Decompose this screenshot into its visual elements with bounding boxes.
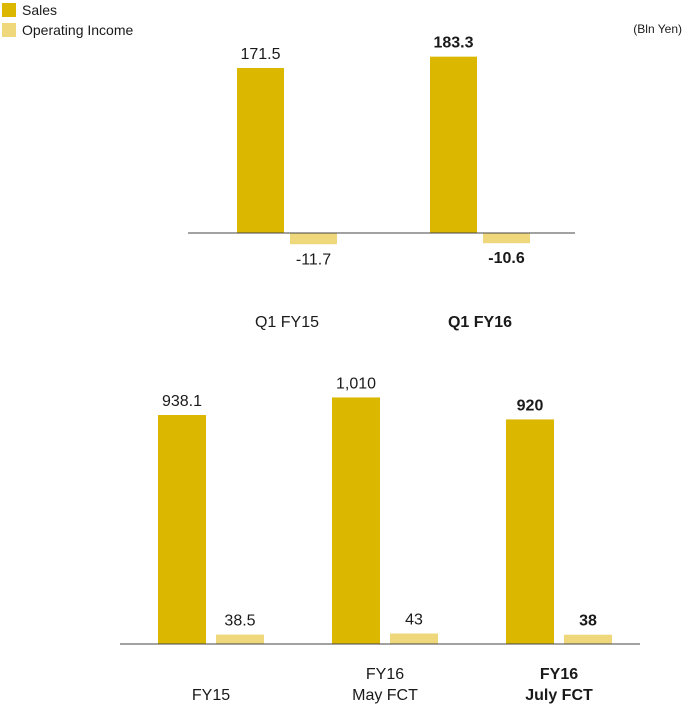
bar-sales-chart1-1 bbox=[237, 68, 284, 233]
data-label-operating-income-chart2-1: 38.5 bbox=[224, 613, 255, 630]
category-label-chart2-2-line2: May FCT bbox=[352, 687, 418, 704]
category-label-chart2-3-line1: FY16 bbox=[540, 666, 578, 683]
category-label-chart2-3-line2: July FCT bbox=[525, 687, 593, 704]
bar-sales-chart2-2 bbox=[332, 397, 380, 644]
data-label-operating-income-chart1-2: -10.6 bbox=[488, 250, 525, 267]
data-label-sales-chart1-1: 171.5 bbox=[240, 46, 280, 63]
bar-sales-chart1-2 bbox=[430, 56, 477, 233]
data-label-operating-income-chart2-3: 38 bbox=[579, 613, 597, 630]
legend-item-operating-income: Operating Income bbox=[0, 20, 133, 40]
data-label-operating-income-chart2-2: 43 bbox=[405, 612, 423, 629]
bar-operating-income-chart2-1 bbox=[216, 634, 264, 644]
bar-sales-chart2-3 bbox=[506, 419, 554, 644]
legend-label-sales: Sales bbox=[22, 2, 58, 18]
bar-operating-income-chart2-3 bbox=[564, 634, 612, 644]
legend: Sales Operating Income bbox=[0, 0, 133, 40]
data-label-sales-chart2-2: 1,010 bbox=[336, 375, 376, 392]
operating-income-swatch bbox=[2, 23, 16, 37]
category-label-chart1-2-line1: Q1 FY16 bbox=[448, 314, 512, 331]
bar-operating-income-chart1-2 bbox=[483, 233, 530, 244]
legend-item-sales: Sales bbox=[0, 0, 133, 20]
bar-sales-chart2-1 bbox=[158, 415, 206, 644]
data-label-operating-income-chart1-1: -11.7 bbox=[296, 251, 331, 268]
legend-label-operating-income: Operating Income bbox=[22, 22, 134, 38]
data-label-sales-chart1-2: 183.3 bbox=[433, 35, 473, 52]
bar-operating-income-chart2-2 bbox=[390, 633, 438, 644]
bar-operating-income-chart1-1 bbox=[290, 233, 337, 245]
data-label-sales-chart2-3: 920 bbox=[517, 397, 544, 414]
unit-note: (Bln Yen) bbox=[633, 22, 682, 36]
category-label-chart1-1-line1: Q1 FY15 bbox=[255, 314, 319, 331]
data-label-sales-chart2-1: 938.1 bbox=[162, 393, 202, 410]
sales-swatch bbox=[2, 3, 16, 17]
category-label-chart2-2-line1: FY16 bbox=[366, 666, 404, 683]
category-label-chart2-1-line1: FY15 bbox=[192, 687, 230, 704]
